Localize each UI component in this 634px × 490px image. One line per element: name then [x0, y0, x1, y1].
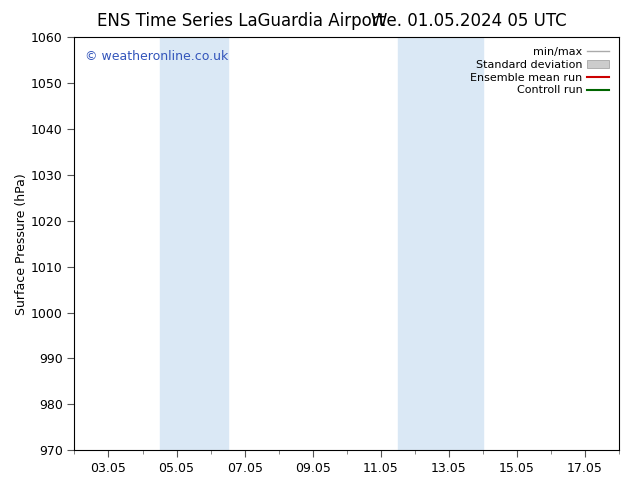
- Text: ENS Time Series LaGuardia Airport: ENS Time Series LaGuardia Airport: [97, 12, 385, 30]
- Text: We. 01.05.2024 05 UTC: We. 01.05.2024 05 UTC: [372, 12, 567, 30]
- Text: © weatheronline.co.uk: © weatheronline.co.uk: [86, 49, 229, 63]
- Bar: [398, 37, 483, 450]
- Y-axis label: Surface Pressure (hPa): Surface Pressure (hPa): [15, 173, 28, 315]
- Legend: min/max, Standard deviation, Ensemble mean run, Controll run: min/max, Standard deviation, Ensemble me…: [465, 43, 614, 100]
- Bar: [160, 37, 228, 450]
